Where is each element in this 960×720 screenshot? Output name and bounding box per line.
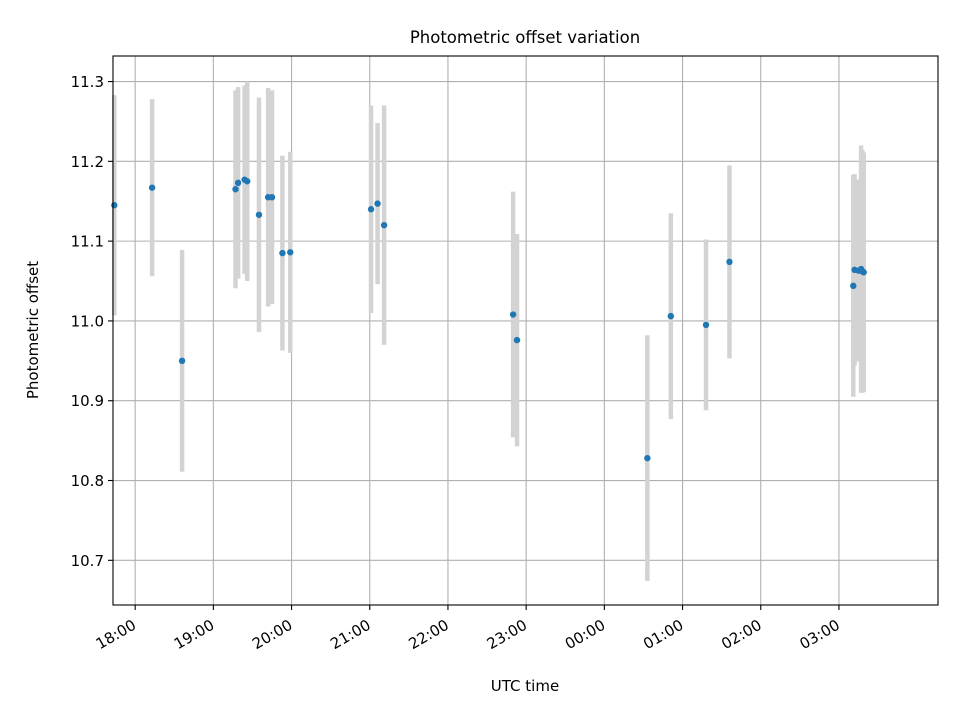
data-point [279,249,286,257]
chart-title: Photometric offset variation [410,28,640,47]
data-point [148,184,156,191]
data-point [850,282,857,290]
y-tick-label: 11.1 [71,233,104,251]
y-axis-label: Photometric offset [24,261,42,399]
plot-frame [112,55,939,606]
data-point [374,200,381,207]
data-point [178,357,186,365]
data-point [667,312,675,320]
y-ticks: 10.7 10.8 10.9 11.0 11.1 11.2 11.3 [71,73,113,570]
data-point [702,321,710,329]
data-point [255,211,263,218]
y-grid [113,80,938,561]
data-point [244,178,251,185]
data-point [367,206,375,213]
data-point [234,179,242,187]
data-point [509,311,517,318]
data-point [232,186,239,193]
x-axis-label: UTC time [491,677,559,695]
data-point [287,249,294,256]
data-point [726,258,733,266]
y-tick-label: 11.2 [71,153,104,171]
data-point [268,194,276,201]
y-tick-label: 11.3 [71,73,104,91]
data-point [380,221,388,229]
y-tick-label: 10.7 [71,552,104,570]
data-point [860,269,867,276]
y-tick-label: 11.0 [71,312,104,330]
data-points [111,176,867,462]
data-point [513,336,521,344]
y-tick-label: 10.8 [71,472,104,490]
data-point [111,202,118,209]
y-tick-label: 10.9 [71,392,104,410]
data-point [644,454,651,462]
